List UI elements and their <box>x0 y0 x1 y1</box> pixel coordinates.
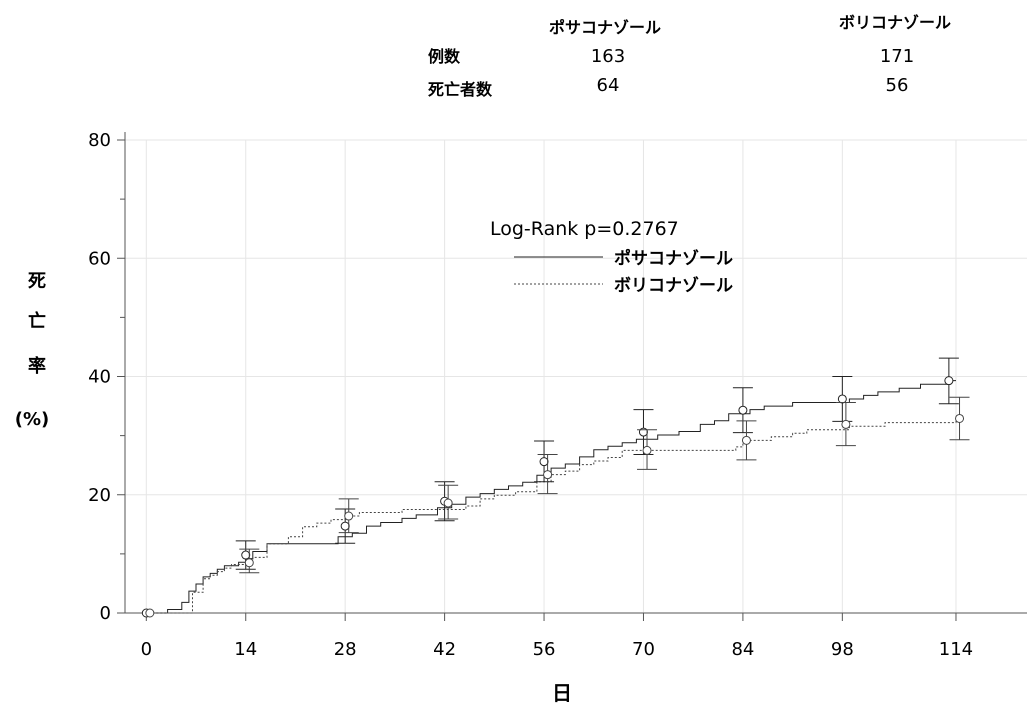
x-tick-labels: 0 14 28 42 56 70 84 98 114 <box>141 639 974 660</box>
table-cell-posa-cases: 163 <box>591 46 625 67</box>
x-tick-label: 56 <box>533 639 556 660</box>
marker-posa <box>340 521 350 531</box>
marker-posa <box>539 457 549 467</box>
marker-vori <box>443 498 453 508</box>
marker-vori <box>741 435 751 445</box>
table-header-posa: ポサコナゾール <box>549 18 661 37</box>
table-cell-vori-deaths: 56 <box>886 75 909 96</box>
marker-vori <box>642 445 652 455</box>
logrank-annotation: Log-Rank p=0.2767 <box>490 218 679 240</box>
series-lines <box>146 380 957 614</box>
legend-label-posa: ポサコナゾール <box>614 248 733 269</box>
x-tick-label: 28 <box>334 639 357 660</box>
table-row-label-deaths: 死亡者数 <box>428 80 493 99</box>
marker-posa <box>241 550 251 560</box>
table-header-vori: ボリコナゾール <box>839 13 951 32</box>
y-tick-labels: 0 20 40 60 80 <box>88 130 111 624</box>
series-line-posa <box>146 380 956 614</box>
marker-posa <box>944 376 954 386</box>
series-markers <box>141 357 970 618</box>
series-line-vori <box>146 419 957 614</box>
x-tick-label: 114 <box>939 639 973 660</box>
table-row-label-cases: 例数 <box>428 47 461 66</box>
y-axis-label-char-3: 率 <box>28 355 46 377</box>
marker-vori <box>145 608 155 618</box>
x-tick-label: 84 <box>731 639 754 660</box>
y-tick-label: 80 <box>88 130 111 151</box>
x-tick-label: 98 <box>831 639 854 660</box>
marker-posa <box>738 405 748 415</box>
marker-vori <box>841 419 851 429</box>
table-cell-vori-cases: 171 <box>880 46 914 67</box>
y-tick-label: 60 <box>88 248 111 269</box>
marker-vori <box>244 558 254 568</box>
marker-vori <box>344 511 354 521</box>
table-cell-posa-deaths: 64 <box>597 75 620 96</box>
y-tick-label: 40 <box>88 367 111 388</box>
x-tick-label: 42 <box>433 639 456 660</box>
y-axis-label-char-4: (%) <box>15 409 50 430</box>
x-tick-label: 70 <box>632 639 655 660</box>
legend-label-vori: ボリコナゾール <box>614 276 733 296</box>
y-axis-label-char-1: 死 <box>28 271 46 292</box>
marker-posa <box>837 394 847 404</box>
marker-vori <box>543 470 553 480</box>
y-tick-label: 0 <box>100 603 111 624</box>
x-tick-label: 14 <box>234 639 257 660</box>
y-tick-label: 20 <box>88 485 111 506</box>
axes <box>117 132 1027 621</box>
marker-vori <box>955 413 965 423</box>
x-tick-label: 0 <box>141 639 152 660</box>
y-axis-label-char-2: 亡 <box>28 310 46 332</box>
grid <box>125 139 1027 614</box>
x-axis-label: 日 <box>552 681 572 705</box>
